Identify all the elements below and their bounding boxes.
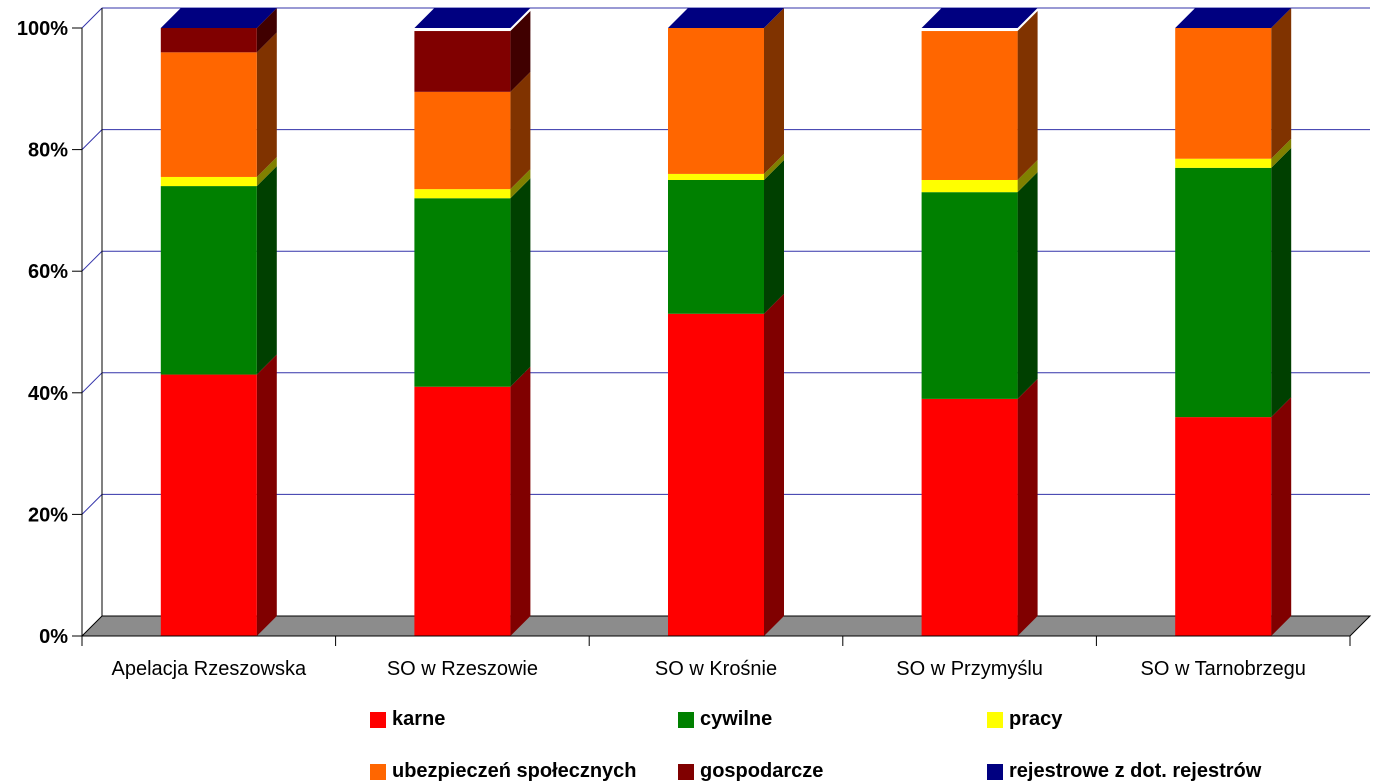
bar-side-0-3	[256, 32, 277, 177]
bar-top-1	[414, 8, 531, 28]
y-axis: 0% 20% 40% 60% 80% 100%	[17, 8, 103, 648]
bar-side-4-3	[1271, 8, 1292, 159]
y-tick-label: 40%	[28, 383, 68, 405]
bar-segment-0-4	[160, 28, 257, 53]
bar-segment-3-3	[921, 31, 1018, 181]
bar-side-0-4	[256, 8, 277, 53]
bar-side-3-3	[1017, 11, 1038, 181]
bar-segment-4-2	[1175, 158, 1272, 168]
bar-segment-4-0	[1175, 417, 1272, 636]
bar-side-1-0	[510, 366, 531, 636]
gridline-diagonal	[81, 129, 103, 150]
bar-segment-0-1	[160, 186, 257, 375]
bar-segment-1-0	[414, 386, 511, 636]
bar-top-4	[1175, 8, 1292, 28]
gridline-diagonal	[81, 7, 103, 29]
y-tick-label: 0%	[39, 626, 68, 648]
x-tick-label: Apelacja Rzeszowska	[112, 658, 307, 680]
bar-side-0-0	[256, 354, 277, 636]
bar-side-4-2	[1271, 138, 1292, 168]
bar-side-1-2	[510, 169, 531, 199]
bar-segment-4-1	[1175, 167, 1272, 418]
bar-side-2-0	[764, 293, 784, 636]
bar-segment-4-3	[1175, 28, 1272, 159]
gridline-diagonal	[81, 372, 103, 394]
bar-side-4-1	[1271, 147, 1292, 418]
y-tick-label: 20%	[28, 504, 68, 526]
bar-side-1-4	[510, 11, 531, 92]
bar-segment-2-0	[668, 313, 764, 636]
gridline-diagonal	[81, 494, 103, 515]
bar-side-2-2	[764, 153, 784, 180]
bar-segment-3-2	[921, 180, 1018, 193]
bar-side-3-1	[1017, 172, 1038, 399]
bar-segment-3-1	[921, 192, 1018, 399]
bar-segment-2-1	[668, 180, 764, 314]
x-tick-label: SO w Tarnobrzegu	[1141, 658, 1306, 680]
bar-segment-1-4	[414, 31, 511, 92]
bar-segment-0-3	[160, 52, 257, 177]
bar-side-1-1	[510, 178, 531, 387]
bars	[160, 8, 1292, 636]
bar-segment-0-0	[160, 374, 257, 636]
bar-side-0-1	[256, 166, 277, 375]
bar-side-2-3	[764, 8, 784, 174]
x-tick-label: SO w Krośnie	[655, 658, 777, 680]
bar-segment-1-1	[414, 198, 511, 387]
bar-segment-2-2	[668, 173, 764, 180]
bar-side-3-0	[1017, 378, 1038, 636]
x-axis: Apelacja Rzeszowska SO w Rzeszowie SO w Kr…	[81, 635, 1351, 680]
y-tick-label: 100%	[17, 18, 68, 40]
x-tick-label: SO w Rzeszowie	[387, 658, 538, 680]
bar-top-2	[668, 8, 784, 28]
x-tick-label: SO w Przymyślu	[896, 658, 1043, 680]
bar-side-4-0	[1271, 397, 1292, 636]
bar-segment-1-3	[414, 91, 511, 190]
bar-top-3	[921, 8, 1038, 28]
bar-segment-1-2	[414, 189, 511, 199]
bar-side-2-1	[764, 160, 784, 314]
bar-segment-3-0	[921, 398, 1018, 636]
bar-segment-0-2	[160, 176, 257, 187]
bar-segment-2-3	[668, 28, 764, 174]
y-tick-label: 80%	[28, 140, 68, 162]
bar-side-0-2	[256, 156, 277, 187]
y-tick-label: 60%	[28, 261, 68, 283]
gridline-diagonal	[81, 250, 103, 272]
bar-side-3-2	[1017, 160, 1038, 193]
bar-side-1-3	[510, 71, 531, 190]
bar-top-0	[160, 8, 277, 28]
